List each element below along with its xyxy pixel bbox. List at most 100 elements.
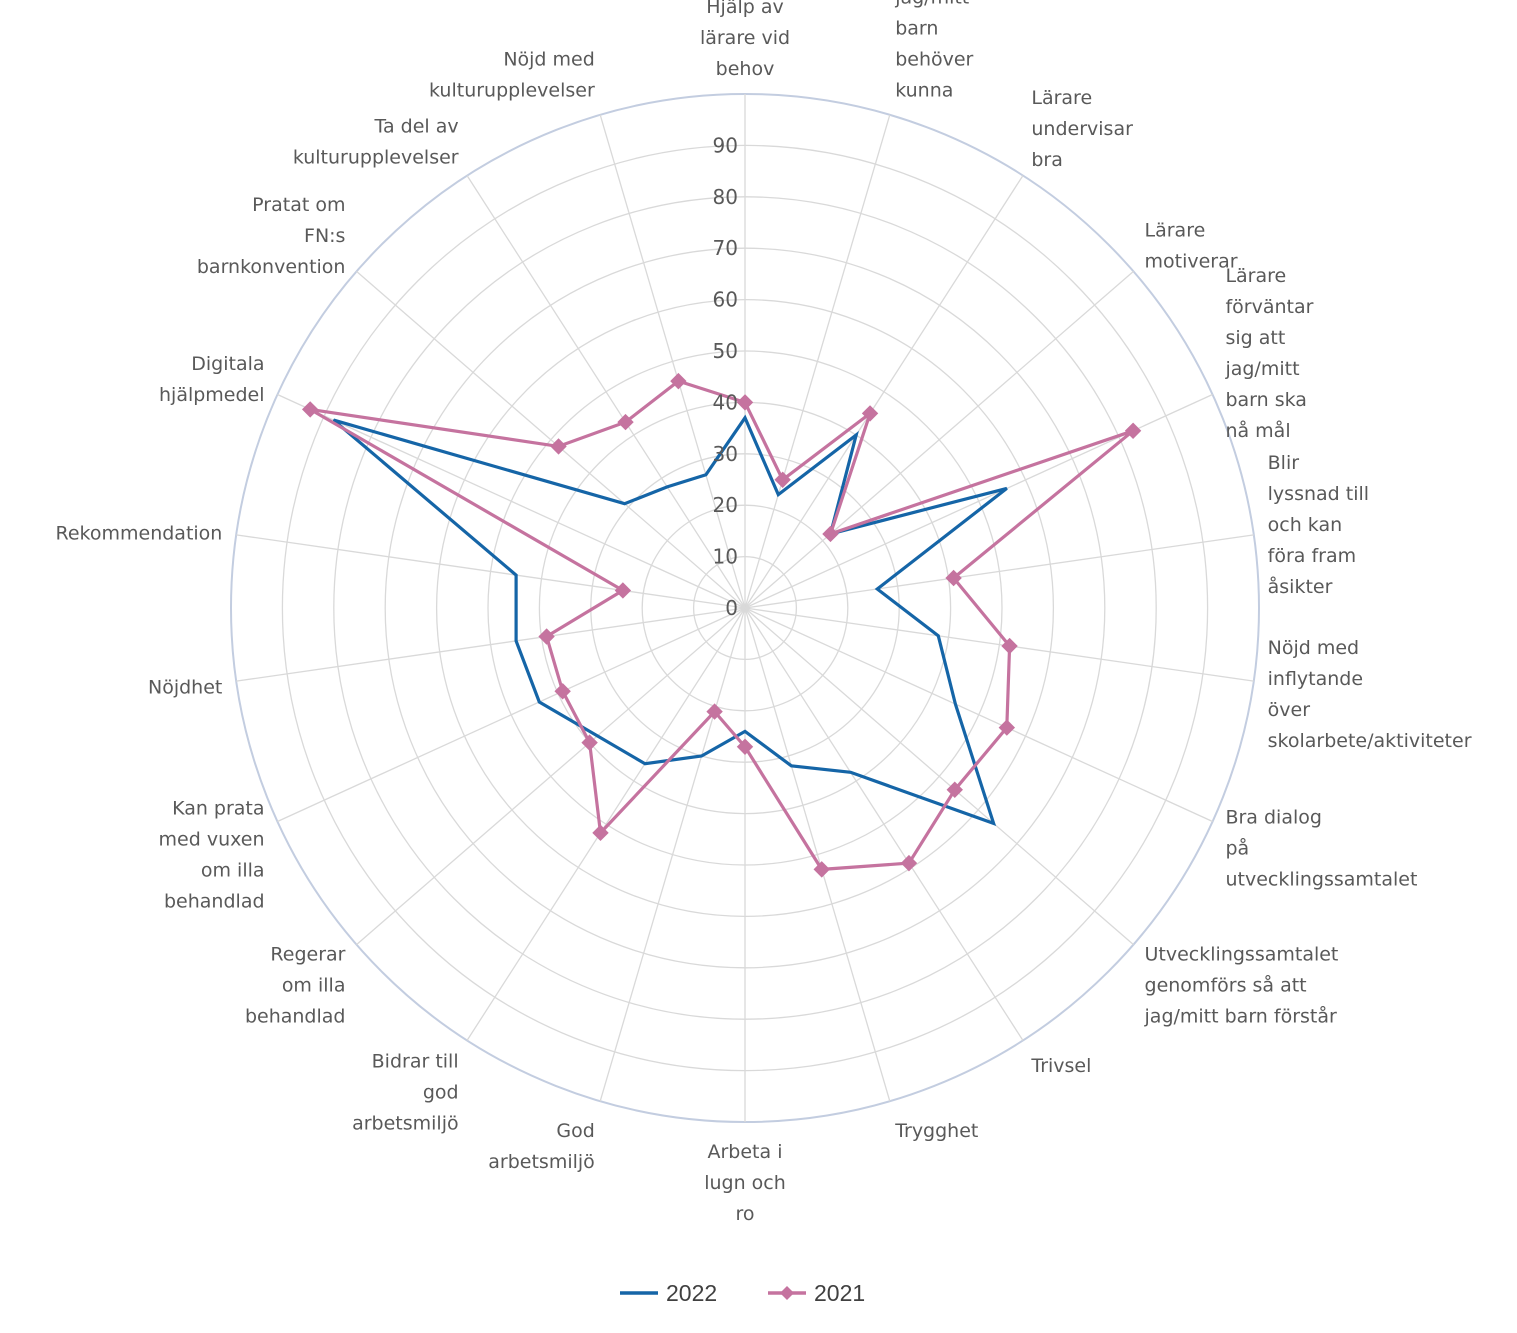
legend-label: 2021	[814, 1280, 865, 1306]
grid-spoke	[356, 607, 746, 946]
category-label: Hjälp av lärare vid behov	[700, 0, 790, 80]
category-label: God arbetsmiljö	[488, 1120, 595, 1173]
grid-spoke	[466, 607, 746, 1041]
grid-spoke	[744, 534, 1254, 609]
data-point-2022	[666, 486, 668, 488]
category-label: Regerar om illa behandlad	[245, 944, 346, 1028]
data-point-2021	[617, 413, 634, 431]
tick-label: 40	[713, 390, 738, 414]
data-point-2022	[876, 588, 878, 590]
data-point-2021	[550, 438, 567, 455]
data-point-2022	[538, 701, 540, 703]
data-point-2022	[644, 763, 646, 765]
data-point-2021	[945, 569, 962, 587]
category-label: Digitala hjälpmedel	[159, 353, 265, 406]
data-point-2021	[554, 683, 571, 700]
category-label: Pratat om FN:s barnkonvention	[197, 194, 346, 278]
legend: 2022 2021	[620, 1280, 865, 1306]
data-point-2022	[705, 474, 707, 476]
data-point-2022	[596, 735, 598, 737]
series-layer	[301, 372, 1142, 878]
tick-label: 50	[713, 339, 738, 363]
data-point-2022	[701, 755, 703, 757]
grid-spoke	[599, 607, 746, 1102]
data-point-2021	[1001, 637, 1018, 655]
data-point-2022	[333, 419, 335, 421]
category-label: Bidrar till god arbetsmiljö	[352, 1050, 459, 1134]
data-point-2022	[744, 730, 746, 732]
category-label: Kan prata med vuxen om illa behandlad	[159, 797, 265, 912]
data-point-2022	[954, 703, 956, 705]
series-line-2022	[332, 414, 1008, 826]
grid-spoke	[744, 607, 1254, 682]
category-label: Bra dialog på utvecklingssamtalet	[1225, 807, 1417, 891]
grid-spoke	[277, 607, 746, 823]
category-label: Nöjd med inflytande över skolarbete/aktivit…	[1268, 637, 1472, 752]
category-label: Trygghet	[894, 1120, 978, 1142]
data-point-2022	[855, 434, 857, 436]
data-point-2022	[1006, 487, 1008, 489]
data-point-2022	[850, 771, 852, 773]
data-point-2021	[301, 401, 319, 418]
grid-spoke	[236, 607, 746, 682]
category-label: Blir lyssnad till och kan föra fram åsikter	[1268, 452, 1369, 598]
data-point-2021	[736, 394, 754, 411]
data-point-2021	[861, 405, 879, 422]
grid-spoke	[236, 534, 746, 609]
tick-label: 70	[713, 236, 738, 260]
data-point-2022	[624, 503, 626, 505]
data-point-2021	[592, 824, 609, 842]
data-point-2021	[581, 734, 598, 751]
data-point-2022	[777, 494, 779, 496]
data-point-2021	[736, 738, 754, 755]
category-label: Lärare motiverar	[1145, 219, 1238, 272]
data-point-2021	[1124, 422, 1142, 439]
data-point-2022	[744, 417, 746, 419]
grid-spoke	[277, 393, 746, 609]
grid-spoke	[744, 270, 1134, 609]
category-label: Lärare undervisar bra	[1031, 87, 1133, 171]
data-point-2021	[813, 861, 830, 878]
category-label: Vet vadjag/mittbarnbehöverkunna	[894, 0, 973, 101]
data-point-2021	[822, 525, 839, 543]
tick-labels: 0 10 20 30 40 50 60 70 80 90	[713, 133, 738, 620]
grid-spoke	[744, 607, 1134, 946]
tick-label: 90	[713, 133, 738, 157]
grid-spoke	[744, 175, 1024, 609]
tick-label: 20	[713, 493, 738, 517]
data-point-2021	[774, 471, 791, 488]
category-label: Ta del av kulturupplevelser	[293, 116, 459, 169]
grid-spoke	[599, 114, 746, 609]
tick-label: 80	[713, 185, 738, 209]
legend-label: 2022	[666, 1280, 717, 1306]
legend-marker	[780, 1286, 794, 1300]
grid-spoke	[466, 175, 746, 609]
data-point-2022	[515, 574, 517, 576]
data-point-2022	[993, 822, 995, 824]
grid-spoke	[744, 607, 1024, 1041]
data-point-2022	[515, 640, 517, 642]
data-point-2021	[900, 854, 918, 872]
data-point-2021	[998, 719, 1016, 736]
category-label: Nöjdhet	[148, 677, 222, 699]
grid-spoke	[744, 114, 891, 609]
data-point-2021	[946, 781, 963, 798]
category-label: Lärare förväntar sig att jag/mitt barn ska nå…	[1224, 265, 1313, 442]
category-label: Nöjd med kulturupplevelser	[429, 48, 595, 101]
legend-item-2022: 2022	[620, 1280, 717, 1306]
tick-label: 30	[713, 442, 738, 466]
tick-label: 60	[713, 288, 738, 312]
data-point-2022	[937, 635, 939, 637]
grid	[230, 93, 1260, 1123]
series-2021	[301, 372, 1142, 878]
category-label: Trivsel	[1030, 1055, 1091, 1077]
grid-spoke	[744, 607, 891, 1102]
legend-item-2021: 2021	[768, 1280, 865, 1306]
category-label: Arbeta i lugn och ro	[704, 1141, 786, 1225]
data-point-2021	[706, 703, 723, 720]
series-2022	[332, 414, 1008, 826]
category-label: Rekommendation	[56, 523, 223, 545]
data-point-2022	[790, 765, 792, 767]
